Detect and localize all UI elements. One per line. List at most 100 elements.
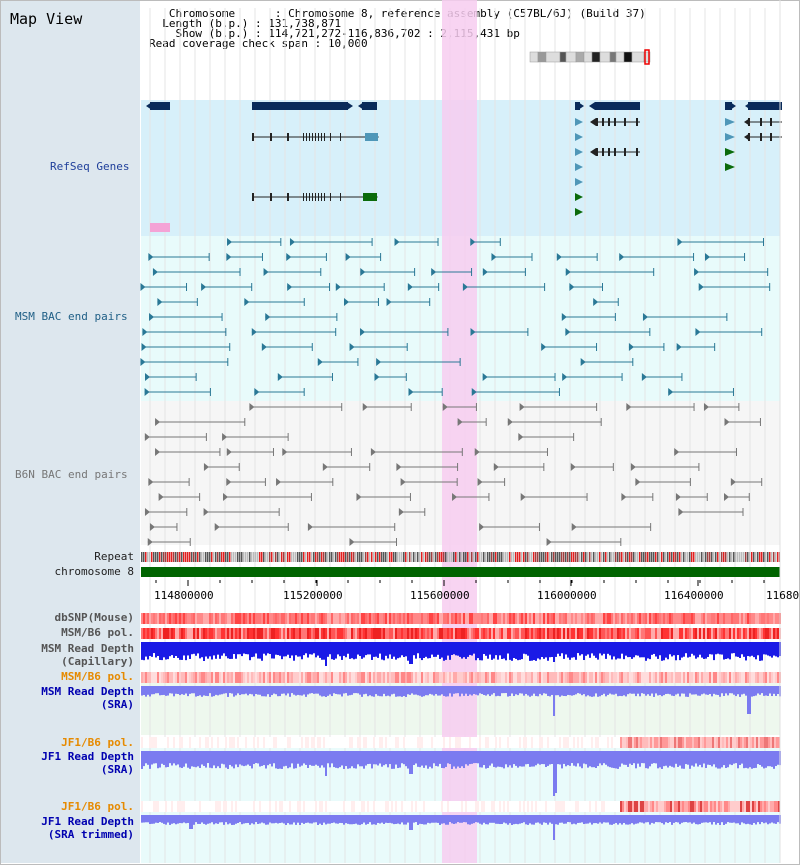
dbsnp-cell	[561, 613, 563, 624]
msm-sra-depth-bar	[253, 686, 255, 697]
repeat-element	[569, 552, 571, 562]
track-label-dbsnp[interactable]: dbSNP(Mouse)	[54, 611, 134, 624]
dbsnp-cell	[173, 613, 175, 624]
msm-sra-depth-bar	[581, 686, 583, 696]
jf1-pol-2-cell	[525, 801, 527, 812]
dbsnp-cell	[287, 613, 289, 624]
msm-sra-depth-bar	[631, 686, 633, 694]
ideogram-band	[609, 51, 617, 63]
jf1-pol-cell	[694, 737, 696, 748]
jf1-sra-depth-bar	[589, 751, 591, 767]
jf1-sra-depth-bar	[373, 751, 375, 765]
repeat-element	[481, 552, 483, 562]
msm-sra-depth-bar	[397, 686, 399, 697]
track-label-msm-b6-pol[interactable]: MSM/B6 pol.	[61, 626, 134, 639]
jf1-sra-depth-bar	[227, 751, 229, 769]
jf1-trim-depth-bar	[153, 815, 155, 824]
track-label-msm-depth-cap-1[interactable]: MSM Read Depth	[41, 642, 134, 655]
msm-cap-depth-bar	[425, 642, 427, 657]
msm-b6-pol-cell	[571, 628, 573, 639]
jf1-pol-2-cell	[147, 801, 149, 812]
repeat-element	[285, 552, 287, 562]
msm-sra-depth-bar	[625, 686, 627, 697]
jf1-sra-depth-bar	[401, 751, 403, 764]
msm-b6-pol-2-cell	[287, 672, 289, 683]
jf1-trim-depth-bar	[279, 815, 281, 824]
dbsnp-cell	[639, 613, 641, 624]
jf1-trim-depth-bar	[183, 815, 185, 823]
jf1-pol-2-cell	[561, 801, 563, 812]
dbsnp-cell	[247, 613, 249, 624]
jf1-sra-depth-bar	[281, 751, 283, 769]
msm-cap-depth-bar	[173, 642, 175, 658]
dbsnp-cell	[637, 613, 639, 624]
dbsnp-cell	[425, 613, 427, 624]
msm-b6-pol-2-cell	[281, 672, 283, 683]
dbsnp-cell	[465, 613, 467, 624]
b6n-bac-pair-end	[144, 433, 150, 441]
msm-bac-pair-end	[141, 343, 147, 351]
dbsnp-cell	[333, 613, 335, 624]
dbsnp-cell	[201, 613, 203, 624]
msm-cap-depth-bar	[179, 642, 181, 660]
jf1-pol-2-cell	[389, 801, 391, 812]
msm-b6-pol-cell	[547, 628, 549, 639]
dbsnp-cell	[507, 613, 509, 624]
msm-sra-depth-bar	[683, 686, 685, 694]
jf1-pol-2-cell	[728, 801, 730, 812]
msm-b6-pol-2-cell	[525, 672, 527, 683]
track-label-msm-b6-pol-2[interactable]: MSM/B6 pol.	[61, 670, 134, 683]
msm-cap-depth-bar	[647, 642, 649, 659]
track-label-repeat[interactable]: Repeat	[94, 550, 134, 563]
jf1-sra-depth-bar	[235, 751, 237, 765]
jf1-sra-depth-bar	[277, 751, 279, 769]
msm-sra-depth-bar	[743, 686, 745, 694]
track-label-msm-depth-sra-1[interactable]: MSM Read Depth	[41, 685, 134, 698]
track-label-msm-bac[interactable]: MSM BAC end pairs	[15, 310, 128, 323]
msm-sra-depth-bar	[299, 686, 301, 696]
msm-sra-depth-bar	[149, 686, 151, 697]
coverage-value: 10,000	[327, 37, 368, 50]
repeat-element	[267, 552, 269, 562]
track-label-b6n-bac[interactable]: B6N BAC end pairs	[15, 468, 128, 481]
jf1-pol-2-cell	[700, 801, 702, 812]
track-label-refseq[interactable]: RefSeq Genes	[50, 160, 130, 173]
jf1-sra-depth-bar	[641, 751, 643, 764]
track-label-jf1-pol[interactable]: JF1/B6 pol.	[61, 736, 134, 749]
jf1-pol-cell	[185, 737, 187, 748]
jf1-sra-depth-bar	[595, 751, 597, 769]
jf1-pol-cell	[345, 737, 347, 748]
msm-b6-pol-2-cell	[575, 672, 577, 683]
repeat-element	[333, 552, 335, 562]
msm-cap-depth-bar	[747, 642, 749, 657]
msm-cap-depth-bar	[757, 642, 759, 656]
msm-b6-pol-cell	[601, 628, 603, 639]
track-label-jf1-pol-2[interactable]: JF1/B6 pol.	[61, 800, 134, 813]
msm-cap-depth-bar	[221, 642, 223, 656]
gene-j-strand-arrow	[590, 118, 596, 126]
track-label-jf1-depth-trim-1[interactable]: JF1 Read Depth	[41, 815, 134, 828]
msm-sra-depth-bar	[371, 686, 373, 697]
jf1-trim-depth-bar	[217, 815, 219, 824]
msm-b6-pol-cell	[499, 628, 501, 639]
jf1-pol-2-cell	[533, 801, 535, 812]
msm-sra-depth-bar	[381, 686, 383, 697]
msm-sra-depth-bar	[359, 686, 361, 695]
msm-sra-depth-bar	[693, 686, 695, 695]
msm-b6-pol-2-cell	[223, 672, 225, 683]
msm-b6-pol-cell	[705, 628, 707, 639]
msm-b6-pol-2-cell	[777, 672, 779, 683]
msm-b6-pol-cell	[471, 628, 473, 639]
msm-b6-pol-cell	[181, 628, 183, 639]
repeat-element	[527, 552, 529, 562]
jf1-pol-2-cell	[577, 801, 579, 812]
msm-b6-pol-cell	[771, 628, 773, 639]
jf1-sra-depth-bar	[207, 751, 209, 764]
msm-b6-pol-2-cell	[631, 672, 633, 683]
msm-cap-depth-bar	[691, 642, 693, 654]
repeat-element	[437, 552, 439, 562]
jf1-pol-cell	[213, 737, 215, 748]
track-label-jf1-depth-sra-1[interactable]: JF1 Read Depth	[41, 750, 134, 763]
repeat-element	[335, 552, 337, 562]
